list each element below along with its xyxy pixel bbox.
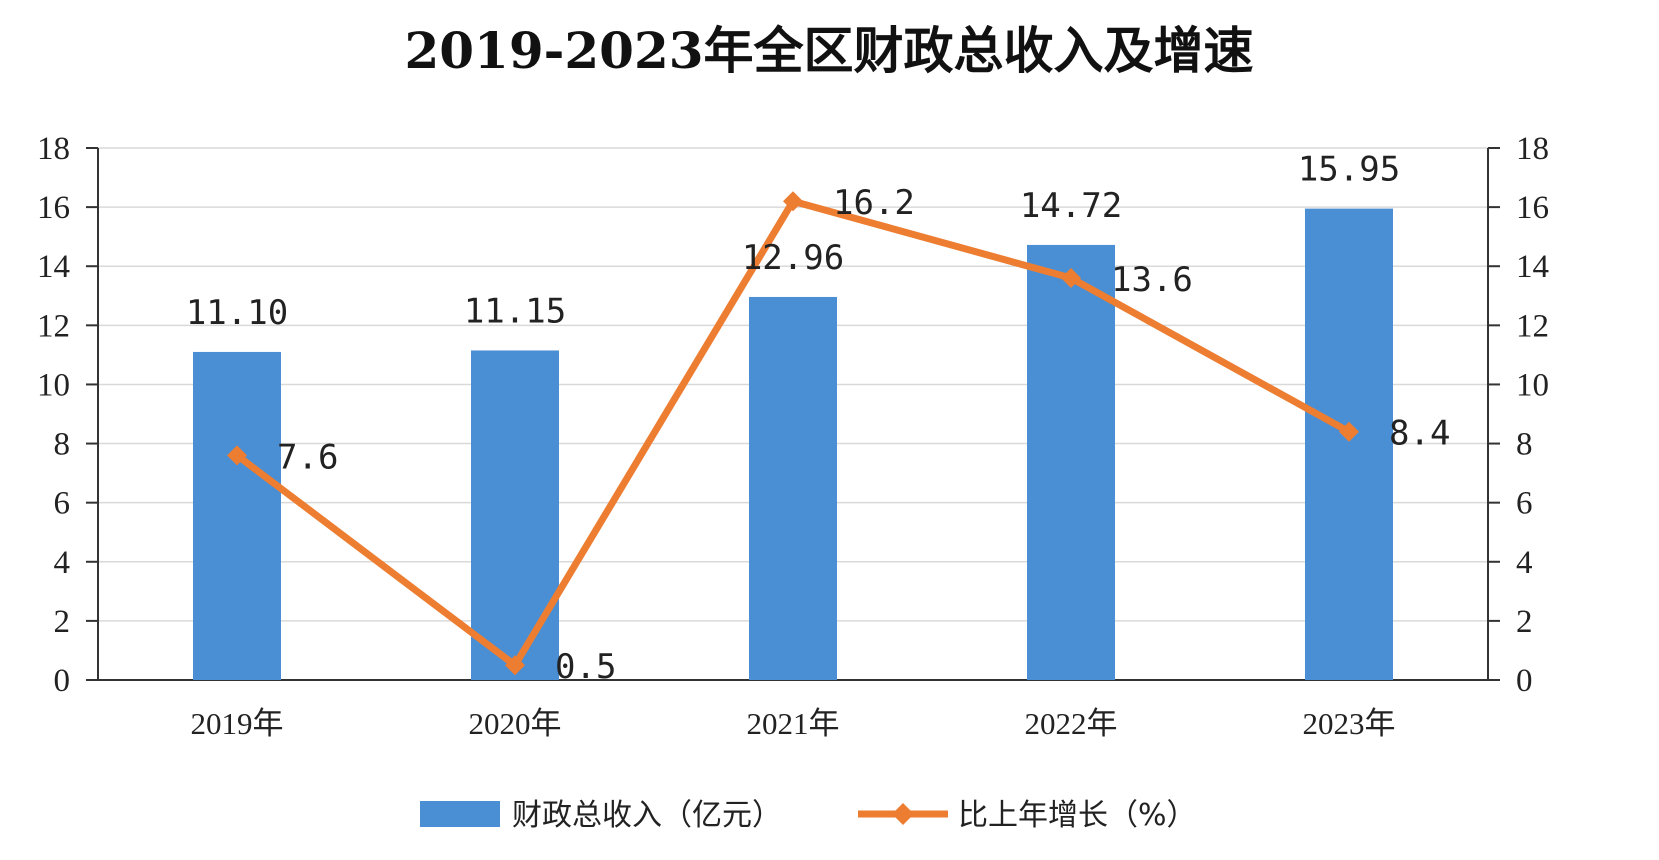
line-value-label: 8.4 — [1389, 414, 1450, 454]
line-point — [1339, 421, 1359, 442]
legend-marker-line — [892, 803, 914, 825]
line-value-label: 13.6 — [1111, 260, 1193, 300]
y-tick-label-left: 14 — [37, 249, 70, 285]
y-tick-label-left: 18 — [37, 131, 70, 167]
x-tick-label: 2021年 — [747, 706, 840, 741]
bar-value-label: 15.95 — [1298, 150, 1400, 190]
bar — [1305, 208, 1393, 681]
bar-series — [193, 208, 1393, 681]
bar — [471, 350, 559, 680]
y-tick-label-left: 6 — [54, 486, 71, 522]
y-tick-label-left: 16 — [37, 190, 70, 226]
legend-label-line: 比上年增长（%） — [958, 798, 1197, 833]
chart-title: 2019-2023年全区财政总收入及增速 — [404, 21, 1253, 80]
line-value-label: 7.6 — [277, 437, 338, 477]
line-point — [227, 445, 247, 466]
y-tick-label-left: 12 — [37, 308, 70, 344]
y-tick-label-right: 16 — [1516, 190, 1549, 226]
bar — [749, 296, 837, 680]
y-tick-label-left: 2 — [54, 604, 71, 640]
x-tick-label: 2020年 — [469, 706, 562, 741]
legend[interactable]: 财政总收入（亿元） 比上年增长（%） — [420, 798, 1197, 833]
y-tick-label-right: 0 — [1516, 663, 1533, 699]
legend-label-bar: 财政总收入（亿元） — [512, 798, 782, 833]
data-labels: 11.10 11.15 12.96 14.72 15.95 7.6 0.5 16.2 13.6 8… — [186, 150, 1451, 688]
line-series — [227, 191, 1359, 676]
y-tick-label-left: 0 — [54, 663, 71, 699]
y-tick-label-right: 8 — [1516, 427, 1533, 463]
y-tick-label-left: 10 — [37, 367, 70, 403]
bar-value-label: 11.15 — [464, 291, 566, 331]
line-value-label: 0.5 — [555, 647, 616, 687]
axes: 0 2 4 6 8 10 12 14 16 18 0 2 4 6 8 10 12 14 16 18 2019年 2020年… — [37, 131, 1549, 741]
line-point — [783, 191, 803, 212]
legend-swatch-bar — [420, 801, 500, 827]
y-tick-label-right: 4 — [1516, 545, 1533, 581]
legend-item-bar[interactable]: 财政总收入（亿元） — [420, 798, 782, 833]
bar — [193, 351, 281, 680]
y-tick-label-right: 10 — [1516, 367, 1549, 403]
line-value-label: 16.2 — [833, 183, 915, 223]
bar-value-label: 11.10 — [186, 293, 288, 333]
x-tick-label: 2019年 — [191, 706, 284, 741]
x-tick-label: 2023年 — [1303, 706, 1396, 741]
y-tick-label-right: 6 — [1516, 486, 1533, 522]
line-point — [1061, 268, 1081, 289]
y-tick-label-right: 12 — [1516, 308, 1549, 344]
y-tick-label-right: 2 — [1516, 604, 1533, 640]
y-tick-label-right: 18 — [1516, 131, 1549, 167]
bar-value-label: 14.72 — [1020, 186, 1122, 226]
legend-item-line[interactable]: 比上年增长（%） — [858, 798, 1197, 833]
line-point — [505, 655, 525, 676]
y-tick-label-left: 4 — [54, 545, 71, 581]
x-tick-label: 2022年 — [1025, 706, 1118, 741]
y-tick-label-right: 14 — [1516, 249, 1549, 285]
y-tick-label-left: 8 — [54, 427, 71, 463]
bar — [1027, 244, 1115, 681]
bar-value-label: 12.96 — [742, 238, 844, 278]
